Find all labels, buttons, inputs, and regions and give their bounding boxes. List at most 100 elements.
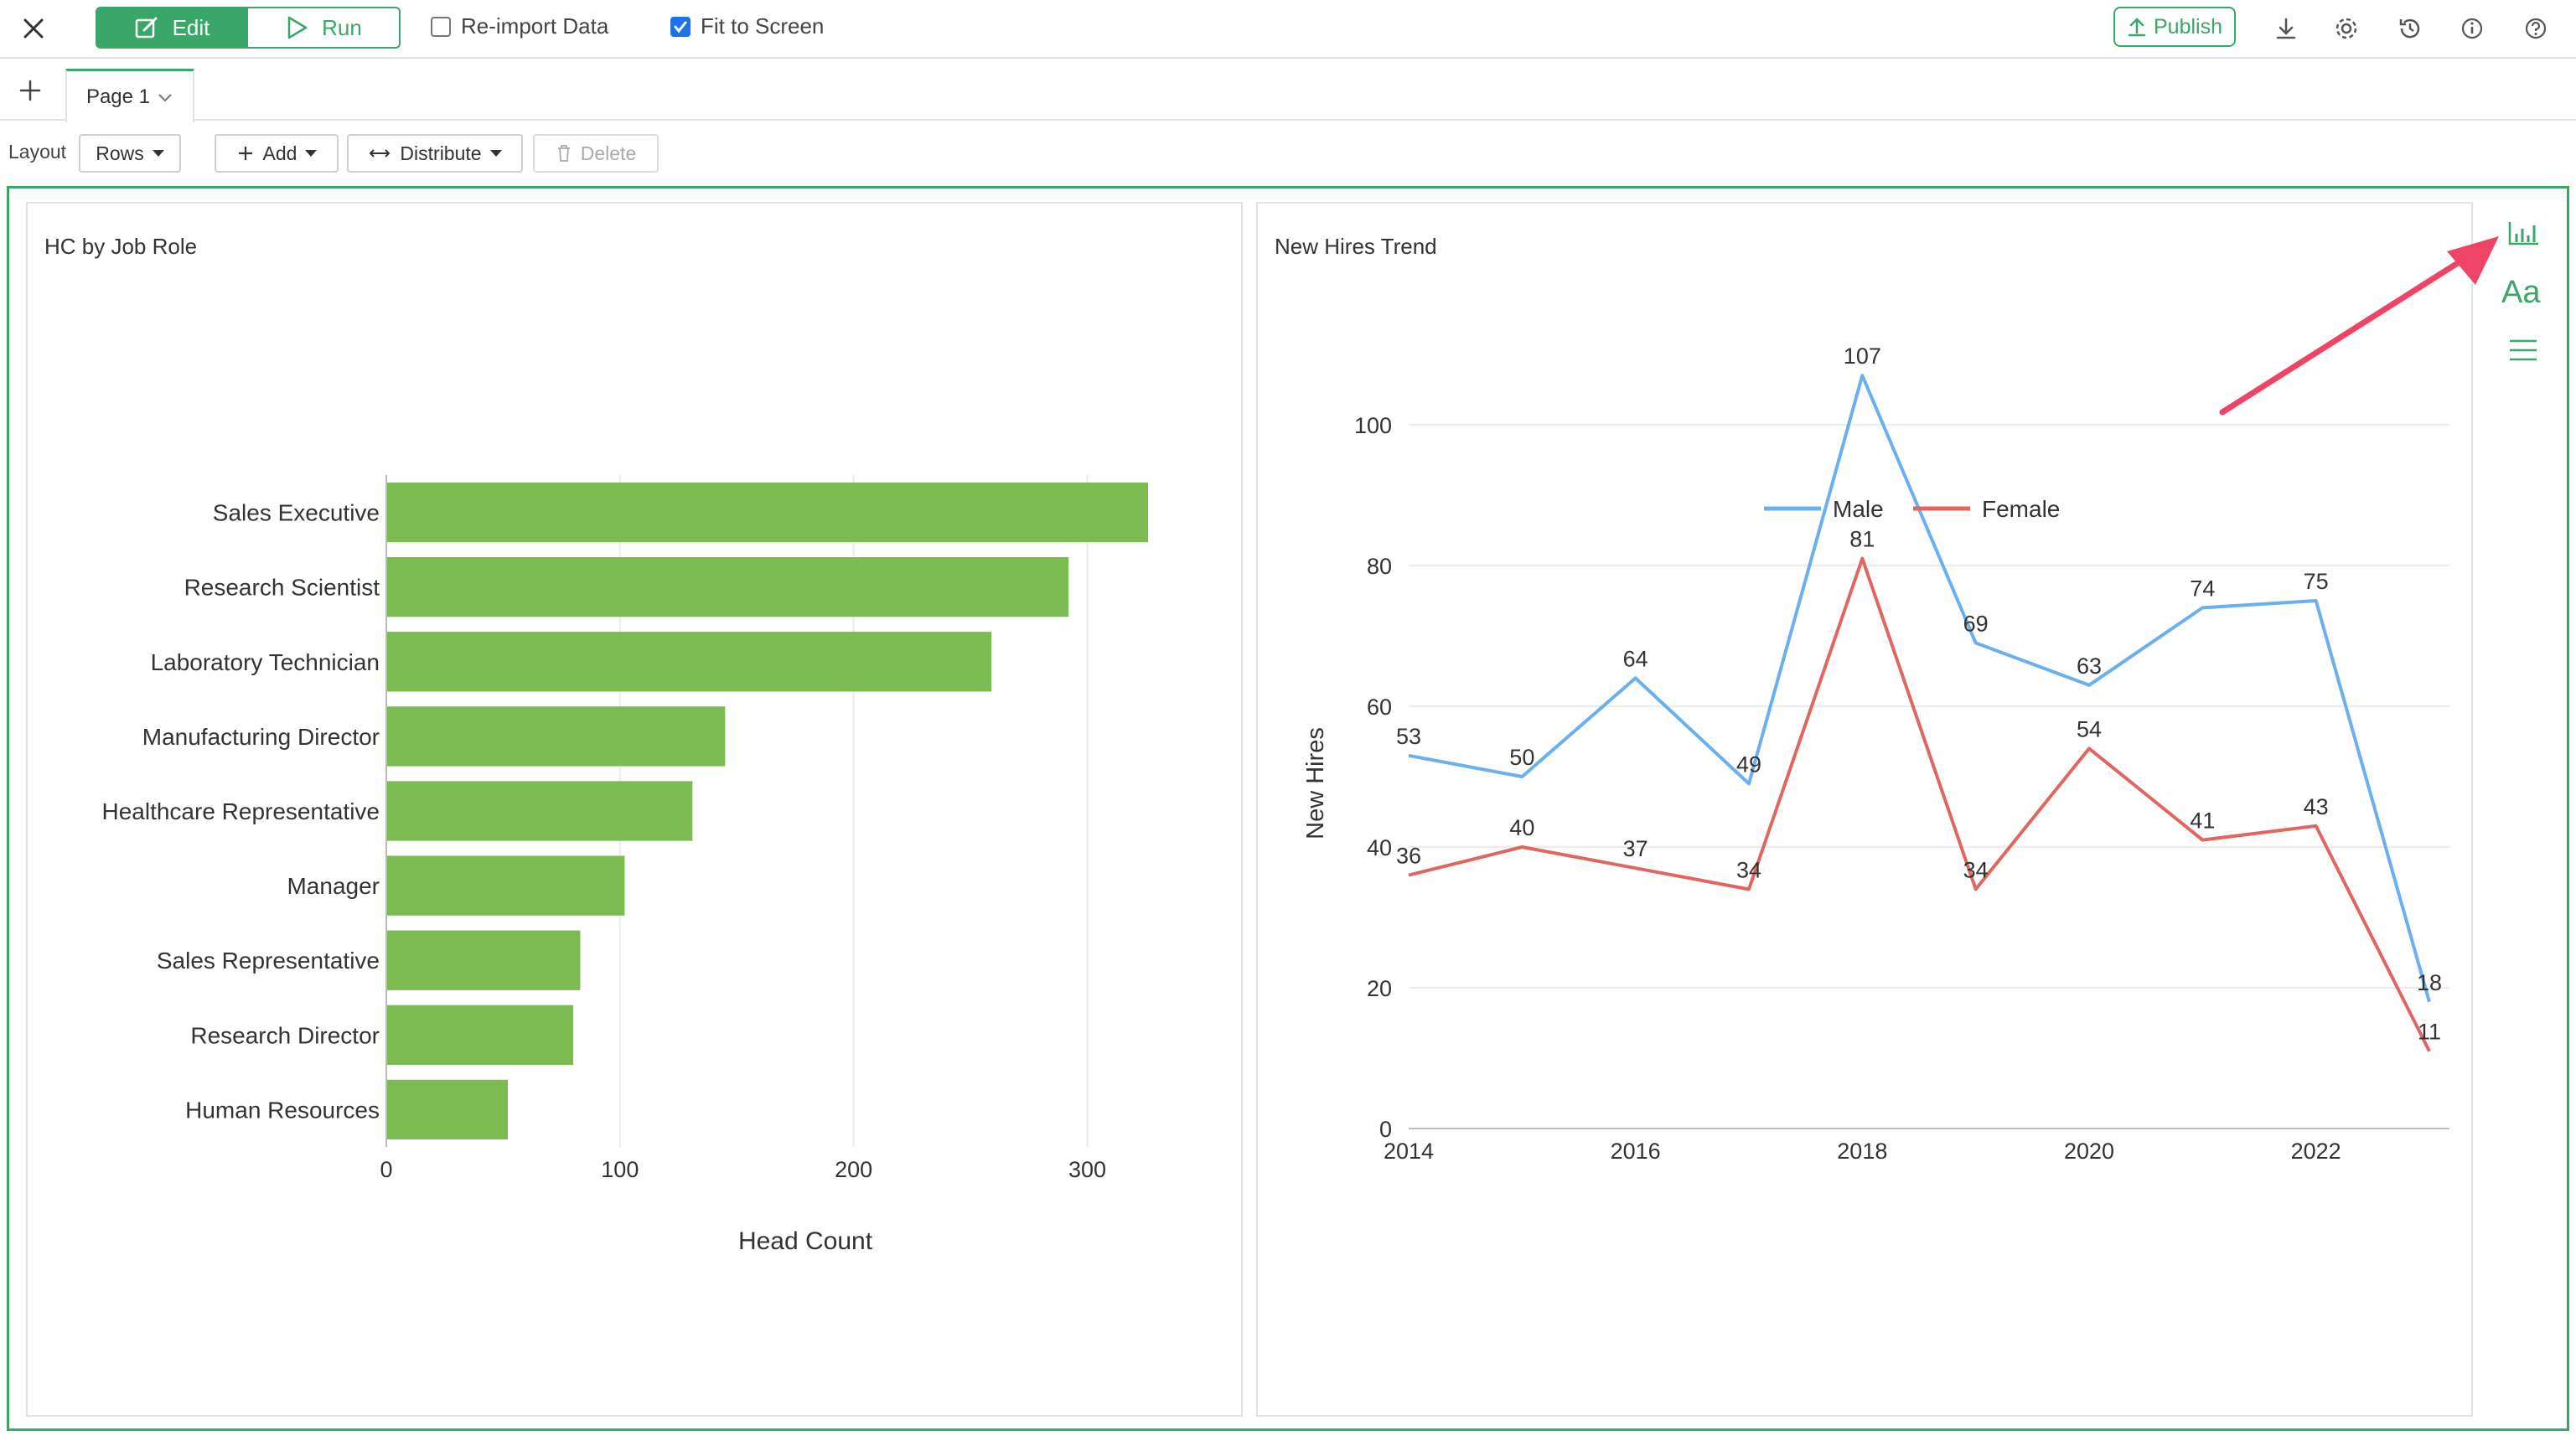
page-tab-bar: Page 1 [0,60,2576,122]
fit-to-screen-checkbox-box[interactable] [670,16,691,37]
x-tick-label: 100 [601,1157,639,1182]
menu-button[interactable] [2500,329,2547,371]
delete-button[interactable]: Delete [533,134,659,173]
reimport-checkbox-box[interactable] [431,16,451,37]
line-chart: 0 20 40 60 80 100 2014 2016 2018 2020 2022 New Hire… [1302,344,2449,1164]
close-icon [23,18,44,39]
checkmark-icon [674,21,687,33]
data-label: 74 [2190,576,2215,601]
dashboard-canvas: HC by Job Role 0 100 200 300 Sales Executive… [7,186,2569,1431]
data-label: 50 [1509,745,1534,770]
fit-to-screen-checkbox[interactable]: Fit to Screen [670,13,824,39]
x-tick-label: 2018 [1837,1139,1887,1164]
data-label: 43 [2304,794,2329,819]
edit-label: Edit [172,14,210,40]
bar [386,706,726,767]
data-label: 49 [1736,752,1761,777]
data-label: 63 [2077,653,2102,679]
legend-label: Female [1982,496,2060,522]
category-label: Research Director [190,1022,380,1048]
bar [386,632,992,692]
reimport-checkbox[interactable]: Re-import Data [431,13,608,39]
data-label: 81 [1849,527,1875,552]
arrows-horizontal-icon [370,149,391,158]
y-tick-label: 0 [1379,1117,1392,1142]
caret-down-icon [489,150,502,157]
text-format-button[interactable]: Aa [2500,271,2547,313]
distribute-button[interactable]: Distribute [347,134,523,173]
font-icon: Aa [2501,275,2541,308]
run-label: Run [322,14,362,40]
history-icon [2399,18,2420,39]
x-tick-label: 300 [1068,1157,1106,1182]
publish-button[interactable]: Publish [2113,7,2236,47]
bar [386,930,581,990]
data-label: 54 [2077,716,2102,741]
x-axis-title: Head Count [738,1227,873,1255]
history-button[interactable] [2393,12,2427,45]
gear-icon [2335,18,2357,39]
hc-by-job-role-card[interactable]: HC by Job Role 0 100 200 300 Sales Executive… [26,202,1243,1417]
layout-label: Layout [8,141,67,163]
menu-icon [2510,339,2537,361]
data-label: 34 [1963,857,1989,882]
x-tick-label: 2020 [2064,1139,2114,1164]
bar [386,855,625,916]
x-tick-label: 2016 [1611,1139,1661,1164]
add-button[interactable]: Add [215,134,339,173]
new-hires-trend-card[interactable]: New Hires Trend 0 20 40 60 80 100 2014 2016 2018… [1256,202,2473,1417]
tab-page-1[interactable]: Page 1 [65,69,194,122]
series-line-female [1408,556,2431,1052]
data-label: 18 [2417,970,2442,995]
category-label: Research Scientist [184,575,380,601]
x-tick-label: 200 [835,1157,872,1182]
help-button[interactable] [2519,12,2553,45]
add-page-button[interactable] [17,77,44,104]
y-axis-title: New Hires [1302,727,1329,839]
card-title: HC by Job Role [44,234,198,259]
category-label: Sales Representative [157,948,380,974]
y-tick-label: 100 [1354,413,1392,438]
info-button[interactable] [2455,12,2489,45]
caret-down-icon [305,150,318,157]
data-label: 107 [1844,344,1881,369]
y-tick-label: 20 [1367,976,1392,1001]
category-label: Human Resources [185,1097,380,1123]
close-button[interactable] [17,12,50,45]
card-title: New Hires Trend [1275,234,1437,259]
x-tick-label: 2022 [2291,1139,2341,1164]
bar [386,482,1148,543]
layout-toolbar: Layout Rows Add Distribute Delete [0,129,2576,174]
publish-label: Publish [2154,14,2222,39]
category-label: Healthcare Representative [101,798,380,824]
data-label: 64 [1623,646,1648,671]
chart-type-button[interactable] [2500,212,2547,254]
tab-page-1-label: Page 1 [85,85,151,108]
data-label: 11 [2418,1020,2441,1045]
category-label: Laboratory Technician [151,649,380,675]
add-label: Add [262,142,297,164]
settings-button[interactable] [2330,12,2363,45]
rows-label: Rows [96,142,144,164]
fit-to-screen-label: Fit to Screen [701,13,825,39]
edit-icon [135,17,158,39]
info-icon [2461,18,2483,39]
bar-chart: 0 100 200 300 Sales Executive Research Scient… [101,475,1148,1255]
data-label: 53 [1396,724,1421,749]
bar [386,781,693,841]
x-tick-label: 0 [380,1157,392,1182]
category-label: Manager [287,873,380,899]
x-tick-label: 2014 [1384,1139,1434,1164]
rows-dropdown[interactable]: Rows [79,134,181,173]
bar [386,1005,574,1065]
data-label: 34 [1736,857,1761,882]
run-button[interactable]: Run [248,7,401,49]
edit-button[interactable]: Edit [96,7,248,49]
series-line-male [1408,374,2431,1003]
y-tick-label: 80 [1367,554,1392,579]
chevron-down-icon[interactable] [157,91,173,103]
data-label: 37 [1623,836,1648,861]
help-icon [2525,18,2547,39]
delete-label: Delete [580,142,637,164]
download-button[interactable] [2269,12,2303,45]
